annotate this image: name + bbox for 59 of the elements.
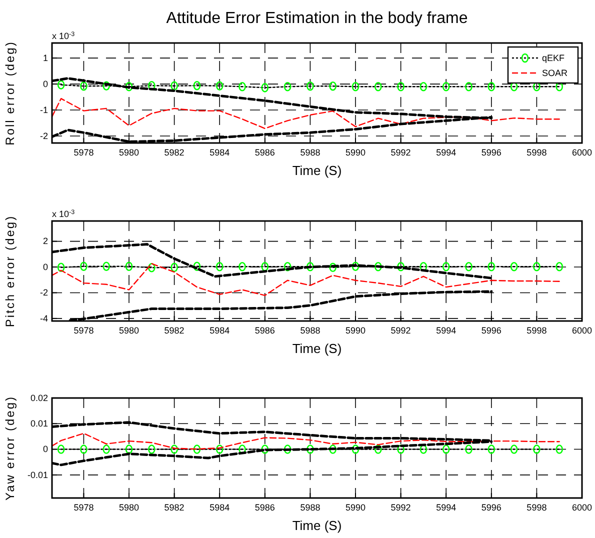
y-tick-label: 0 (42, 262, 48, 272)
x-tick-label: 5984 (210, 325, 230, 336)
y-axis-title: Pitch error (deg) (3, 214, 17, 328)
y-tick-label: -1 (40, 104, 48, 115)
x-tick-label: 5998 (526, 147, 547, 158)
x-tick-label: 5998 (526, 325, 547, 336)
y-tick-label: -2 (40, 130, 48, 141)
y-tick-label: 0 (42, 78, 48, 89)
x-tick-label: 5990 (345, 325, 366, 336)
x-tick-label: 5992 (390, 147, 411, 158)
x-tick-label: 5982 (164, 502, 184, 512)
legend-label: qEKF (542, 53, 566, 63)
x-tick-label: 5978 (74, 147, 94, 158)
x-axis-title: Time (S) (292, 518, 342, 533)
x-tick-label: 5998 (526, 502, 547, 512)
x-axis-title: Time (S) (292, 341, 342, 356)
x-tick-label: 5980 (118, 147, 140, 158)
x-tick-label: 5984 (210, 147, 230, 158)
x-tick-label: 5992 (390, 502, 411, 512)
x-tick-label: 6000 (572, 147, 592, 158)
x-tick-label: 5986 (254, 325, 275, 336)
x-tick-label: 5982 (164, 325, 184, 336)
x-tick-label: 5978 (74, 502, 94, 512)
x-tick-label: 6000 (572, 502, 592, 512)
y-tick-label: -4 (40, 313, 48, 324)
x-tick-label: 5984 (210, 502, 230, 512)
x-axis-title: Time (S) (292, 163, 342, 178)
x-tick-label: 5988 (300, 147, 320, 158)
text: x 10$^{-3}$ (52, 208, 76, 219)
y-axis-title: Roll error (deg) (3, 40, 17, 146)
y-tick-label: 0 (42, 444, 48, 454)
x-tick-label: 5988 (300, 325, 320, 336)
x-tick-label: 5990 (345, 147, 366, 158)
x-tick-label: 5982 (164, 147, 184, 158)
x-tick-label: 5990 (345, 502, 366, 512)
x-tick-label: 5988 (300, 502, 320, 512)
y-tick-label: 0.02 (30, 392, 48, 403)
y-tick-label: -0.01 (27, 470, 48, 480)
x-tick-label: 5992 (390, 325, 411, 336)
x-tick-label: 5996 (481, 147, 502, 158)
x-tick-label: 5986 (254, 502, 275, 512)
x-tick-label: 5996 (481, 502, 502, 512)
y-tick-label: -2 (40, 288, 48, 298)
text: x 10$^{-3}$ (52, 30, 76, 41)
y-tick-label: 2 (42, 236, 48, 246)
x-tick-label: 5994 (436, 325, 456, 336)
x-tick-label: 5994 (436, 502, 456, 512)
x-tick-label: 5996 (481, 325, 502, 336)
y-tick-label: 1 (42, 52, 48, 63)
x-tick-label: 5978 (74, 325, 94, 336)
chart-title: Attitude Error Estimation in the body frame (166, 10, 468, 27)
y-axis-title: Yaw error (deg) (3, 396, 17, 500)
x-tick-label: 5994 (436, 147, 456, 158)
y-tick-label: 0.01 (30, 418, 48, 429)
x-tick-label: 6000 (572, 325, 592, 336)
x-tick-label: 5980 (118, 325, 140, 336)
legend-label: SOAR (542, 68, 568, 78)
x-tick-label: 5986 (254, 147, 275, 158)
x-tick-label: 5980 (118, 502, 140, 512)
